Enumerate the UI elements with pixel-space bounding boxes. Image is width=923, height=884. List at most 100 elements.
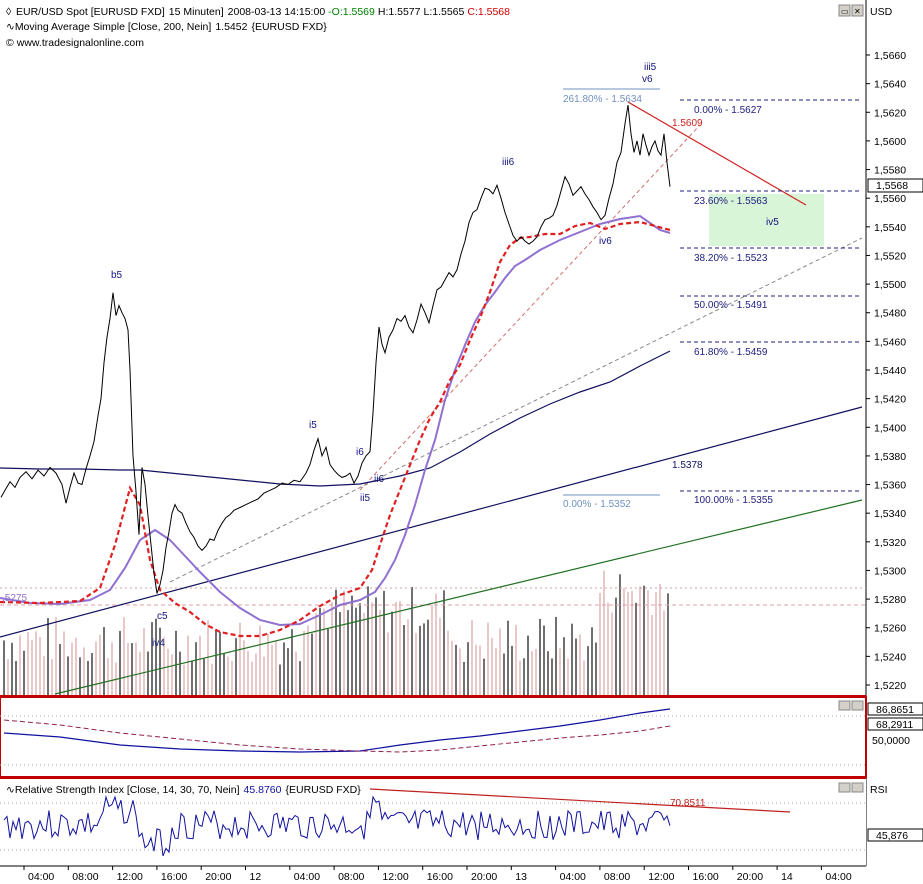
volume-bar bbox=[523, 658, 525, 695]
close-button[interactable] bbox=[851, 4, 864, 17]
volume-bar bbox=[63, 631, 65, 695]
mid-minimize-button[interactable] bbox=[838, 700, 851, 711]
minimize-button[interactable] bbox=[838, 4, 851, 17]
header-symbol: EUR/USD Spot [EURUSD FXD] bbox=[16, 6, 165, 18]
time-tick-label: 12:00 bbox=[117, 871, 143, 883]
mid-close-button[interactable] bbox=[851, 700, 864, 711]
volume-bar bbox=[235, 638, 237, 695]
volume-bar bbox=[463, 661, 465, 695]
trendline-navy-label: 1.5378 bbox=[672, 460, 703, 471]
volume-bar bbox=[211, 663, 213, 695]
mid-tick-1: 86,8651 bbox=[876, 704, 914, 716]
volume-bar bbox=[275, 641, 277, 695]
volume-bar bbox=[3, 640, 5, 695]
volume-bar bbox=[467, 642, 469, 695]
volume-bar bbox=[31, 640, 33, 695]
volume-bar bbox=[335, 589, 337, 695]
volume-bar bbox=[91, 653, 93, 695]
volume-bar bbox=[663, 610, 665, 695]
price-plot-bg bbox=[0, 0, 866, 696]
volume-bar bbox=[383, 590, 385, 695]
time-tick-label: 16:00 bbox=[427, 871, 453, 883]
wave-iii6: iii6 bbox=[502, 157, 515, 168]
volume-bar bbox=[659, 584, 661, 695]
time-axis-bg bbox=[0, 866, 923, 884]
ma-red-dashed-line bbox=[0, 220, 671, 638]
volume-bar bbox=[579, 634, 581, 695]
volume-bar bbox=[379, 609, 381, 695]
volume-bar bbox=[591, 627, 593, 695]
time-tick-label: 13 bbox=[515, 871, 527, 883]
volume-bar bbox=[475, 644, 477, 695]
time-tick-label: 12:00 bbox=[648, 871, 674, 883]
price-tick-label: 1,5540 bbox=[874, 222, 906, 234]
header-open: -O:1.5569 bbox=[328, 6, 375, 18]
wave-b5: b5 bbox=[111, 270, 123, 281]
volume-bar bbox=[419, 625, 421, 695]
wave-i6: i6 bbox=[356, 447, 364, 458]
volume-bar bbox=[651, 614, 653, 695]
time-tick-label: 20:00 bbox=[205, 871, 231, 883]
rsi-close-button[interactable] bbox=[851, 782, 864, 793]
volume-bar bbox=[55, 617, 57, 695]
volume-bar bbox=[415, 633, 417, 695]
header-high: H:1.5577 bbox=[378, 6, 421, 18]
volume-bar bbox=[95, 641, 97, 695]
last-price-label: 1,5568 bbox=[876, 180, 908, 192]
volume-bar bbox=[47, 618, 49, 695]
time-tick-label: 04:00 bbox=[825, 871, 851, 883]
volume-bar bbox=[75, 637, 77, 695]
volume-bar bbox=[11, 642, 13, 695]
volume-bar bbox=[643, 585, 645, 695]
price-tick-label: 1,5240 bbox=[874, 651, 906, 663]
header-low: L:1.5565 bbox=[423, 6, 464, 18]
volume-bar bbox=[347, 610, 349, 695]
volume-bar bbox=[167, 648, 169, 695]
rsi-minimize-button[interactable] bbox=[838, 782, 851, 793]
fib-618-label: 61.80% - 1.5459 bbox=[694, 347, 768, 358]
time-tick-label: 16:00 bbox=[161, 871, 187, 883]
volume-bar bbox=[227, 656, 229, 695]
volume-bar bbox=[639, 586, 641, 695]
time-tick-label: 16:00 bbox=[693, 871, 719, 883]
volume-bar bbox=[279, 664, 281, 695]
volume-bar bbox=[339, 612, 341, 695]
volume-bar bbox=[143, 627, 145, 695]
volume-bar bbox=[19, 635, 21, 695]
volume-bar bbox=[299, 661, 301, 695]
wave-ii5: ii5 bbox=[360, 493, 370, 504]
ma200-line bbox=[0, 350, 671, 487]
ma-purple-line bbox=[0, 214, 671, 627]
time-tick-label: 12 bbox=[250, 871, 262, 883]
iv5-target-zone bbox=[709, 194, 824, 246]
volume-bar bbox=[175, 630, 177, 695]
volume-bar bbox=[183, 664, 185, 695]
volume-bar bbox=[131, 643, 133, 695]
price-tick-label: 1,5420 bbox=[874, 394, 906, 406]
rsi-panel-bg bbox=[0, 779, 866, 866]
volume-bar bbox=[359, 603, 361, 695]
volume-bar bbox=[147, 651, 149, 695]
rsi-wave-icon: ∿ bbox=[6, 784, 15, 796]
volume-bar bbox=[391, 611, 393, 695]
volume-bar bbox=[511, 645, 513, 695]
volume-bar bbox=[447, 630, 449, 695]
volume-bar bbox=[539, 618, 541, 695]
volume-bar bbox=[635, 602, 637, 695]
volume-bar bbox=[387, 632, 389, 695]
volume-bar bbox=[191, 660, 193, 695]
volume-bar bbox=[259, 625, 261, 695]
rsi-trendline bbox=[369, 788, 791, 813]
wave-iv5: iv5 bbox=[766, 217, 779, 228]
price-tick-label: 1,5440 bbox=[874, 365, 906, 377]
price-tick-label: 1,5600 bbox=[874, 136, 906, 148]
wave-iii5: iii5 bbox=[644, 62, 657, 73]
time-tick-label: 20:00 bbox=[471, 871, 497, 883]
volume-bar bbox=[499, 628, 501, 695]
volume-bar bbox=[631, 590, 633, 695]
volume-bar bbox=[195, 642, 197, 695]
volume-bar bbox=[171, 654, 173, 695]
wave-v6: v6 bbox=[642, 74, 653, 85]
price-tick-label: 1,5380 bbox=[874, 451, 906, 463]
wave-iv6: iv6 bbox=[599, 236, 612, 247]
